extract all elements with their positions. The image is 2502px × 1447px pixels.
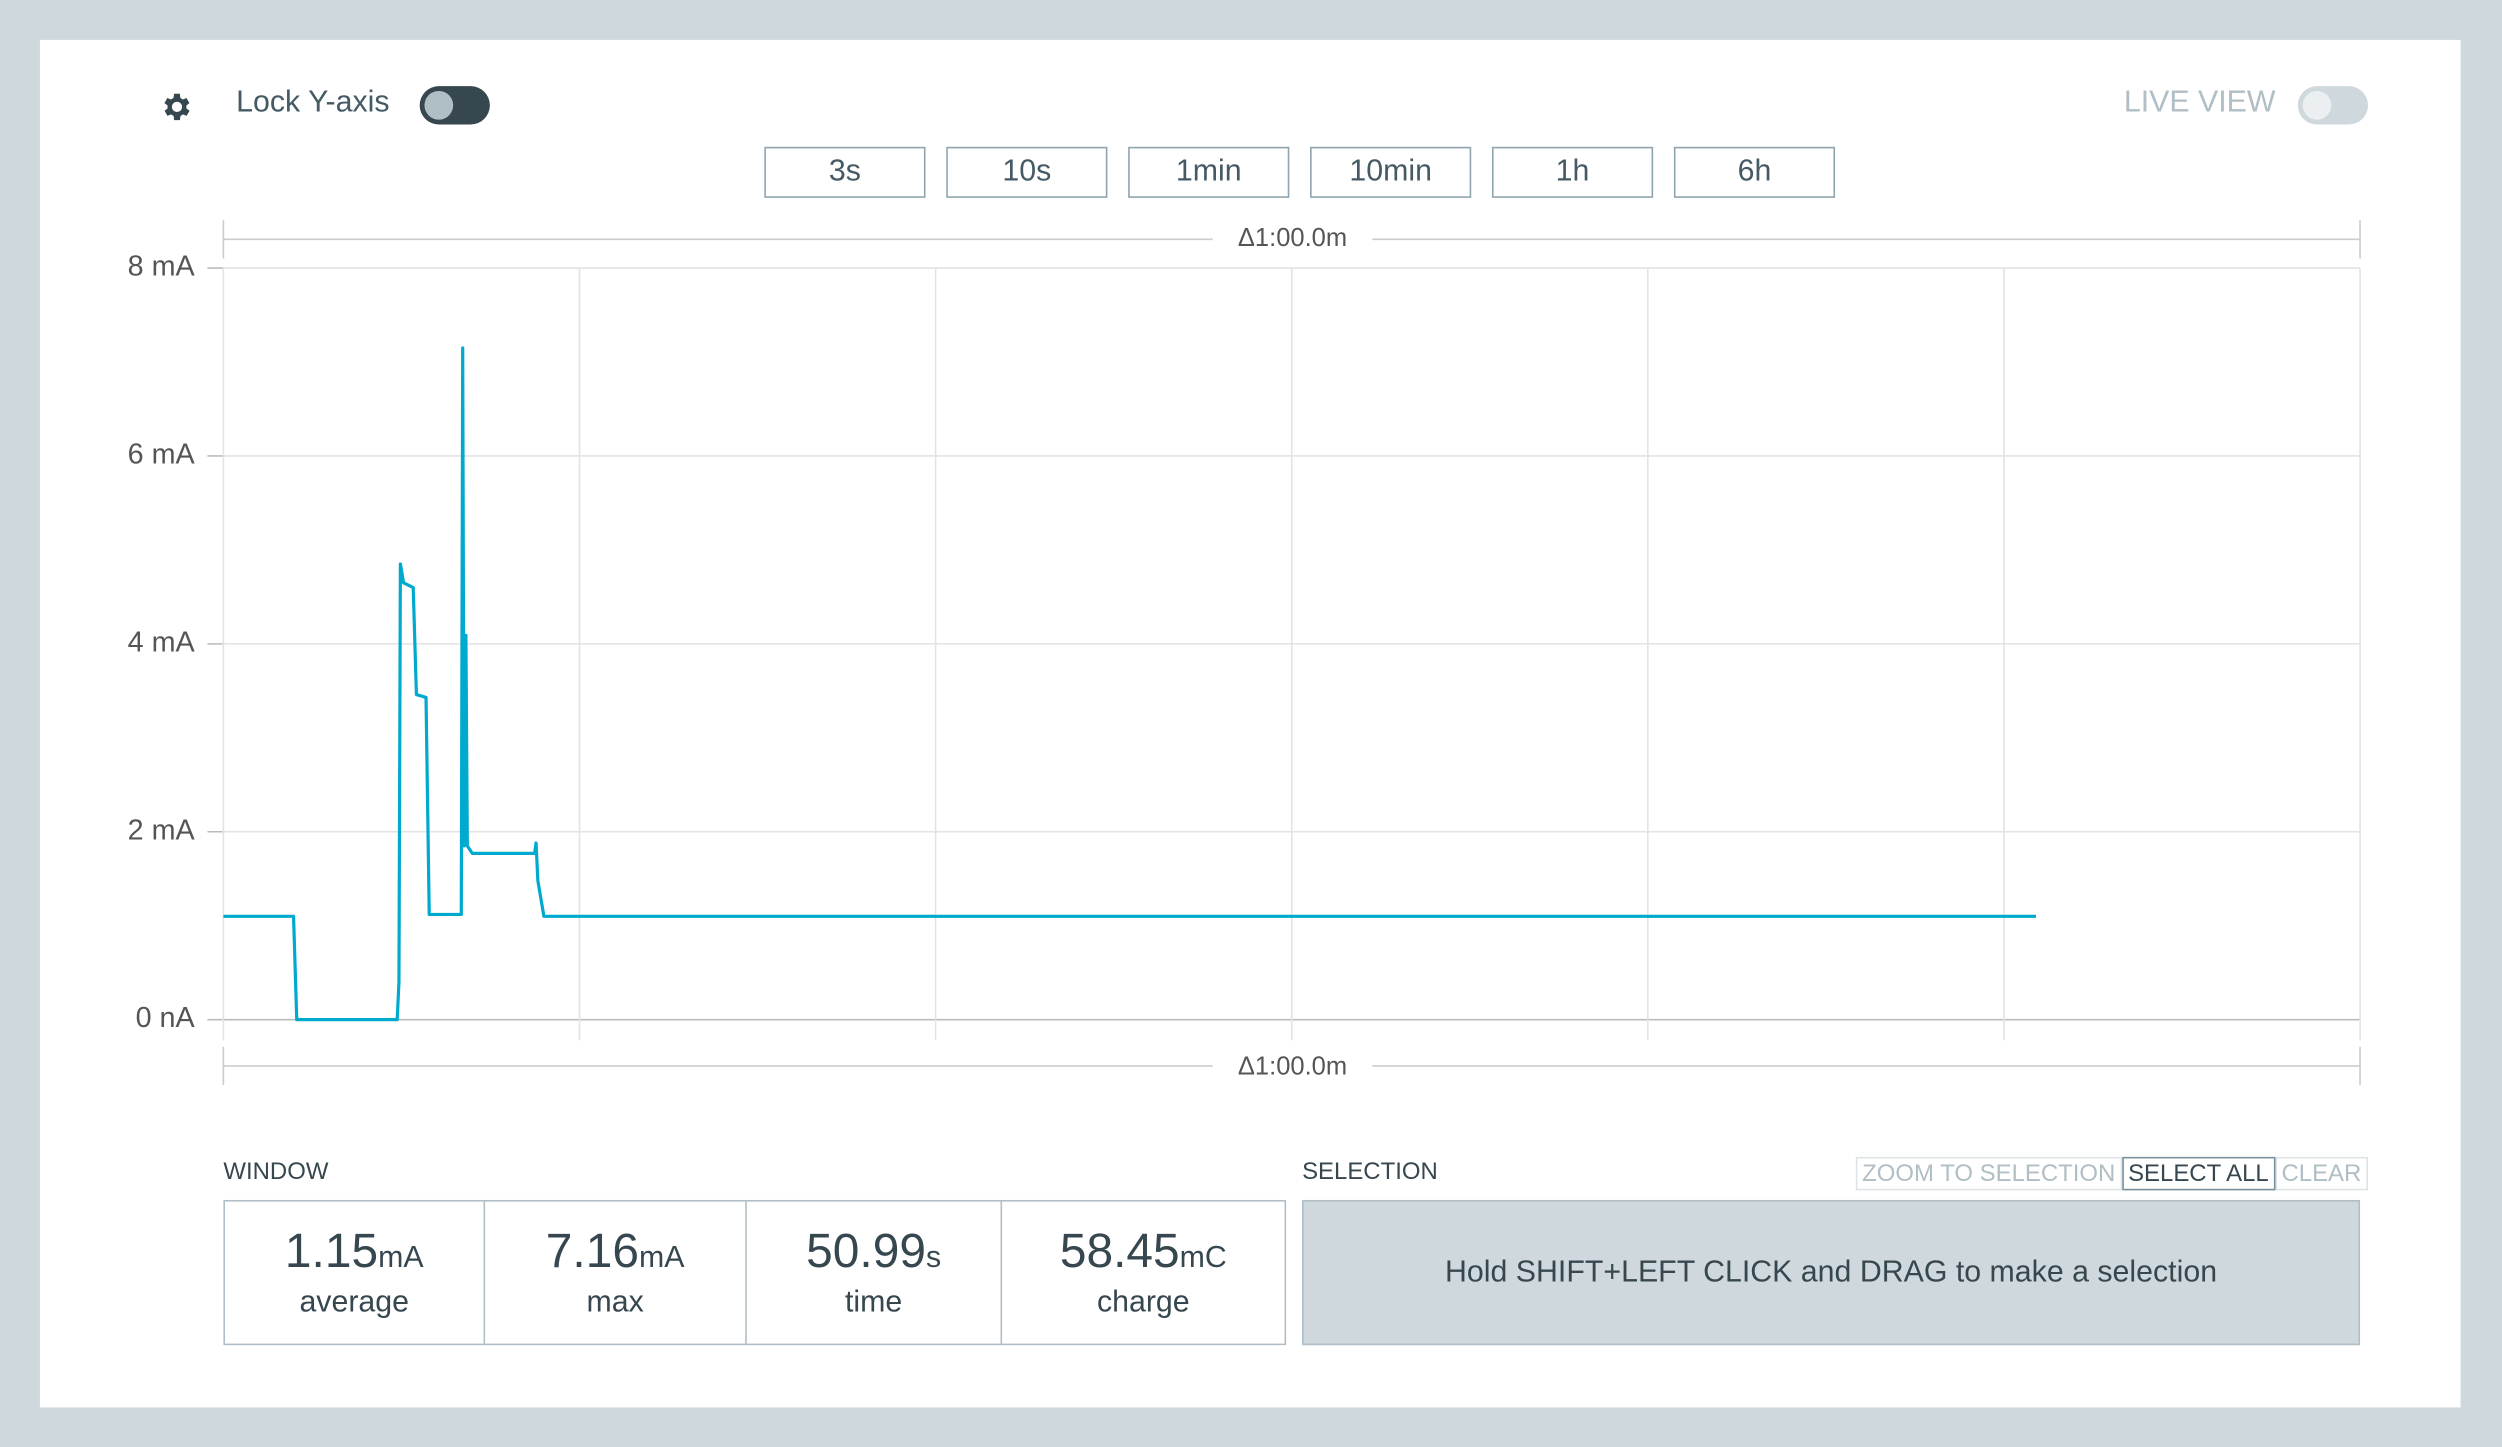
time-button[interactable]: 10min [1310, 146, 1472, 198]
time-button[interactable]: 3s [764, 146, 926, 198]
stat-unit: mA [378, 1241, 424, 1275]
stat-label: average [299, 1286, 410, 1320]
stat-value: 1.15 [284, 1225, 379, 1279]
stats: 1.15mA average 7.16mA max 50.99s time 58.45mC c… [223, 1199, 1287, 1346]
time-buttons: 3s 10s 1min 10min 1h 6h [764, 146, 1836, 198]
stat-value: 7.16 [545, 1225, 639, 1279]
lock-toggle[interactable] [419, 86, 490, 125]
lock-label: Lock Y-axis [236, 86, 390, 120]
stat-value-row: 7.16mA [485, 1225, 745, 1279]
y-tick-label: 8 mA [128, 251, 196, 283]
stat-value-row: 58.45mC [1002, 1225, 1284, 1279]
live-toggle[interactable] [2297, 86, 2369, 125]
selection-button[interactable]: ZOOM TO SELECTION [1855, 1156, 2122, 1191]
stat-unit: mA [638, 1241, 685, 1275]
stat-value: 50.99 [806, 1225, 926, 1279]
window-title: WINDOW [223, 1158, 329, 1186]
y-tick-label: 6 mA [128, 439, 196, 471]
stat-cell: 1.15mA average [225, 1201, 486, 1344]
stat-cell: 7.16mA max [485, 1201, 747, 1344]
data-line [223, 346, 2036, 1022]
span-label: Δ1:00.0m [1238, 224, 1347, 252]
selection-title: SELECTION [1302, 1158, 1438, 1186]
time-button[interactable]: 10s [946, 146, 1108, 198]
time-button[interactable]: 1min [1128, 146, 1290, 198]
y-tick-label: 4 mA [128, 626, 196, 658]
stat-cell: 50.99s time [747, 1201, 1003, 1344]
time-button[interactable]: 6h [1673, 146, 1836, 198]
stat-value-row: 1.15mA [225, 1225, 484, 1279]
stat-value: 58.45 [1059, 1225, 1180, 1279]
span-label: Δ1:00.0m [1238, 1052, 1347, 1080]
stat-unit: s [925, 1241, 942, 1275]
time-button[interactable]: 1h [1491, 146, 1654, 198]
y-tick-label: 0 nA [136, 1002, 196, 1034]
stat-label: time [844, 1286, 903, 1320]
stat-unit: mC [1179, 1241, 1227, 1275]
stat-label: max [586, 1286, 644, 1320]
selection-hint: Hold SHIFT+LEFT CLICK and DRAG to make a… [1302, 1199, 2361, 1346]
selection-button[interactable]: CLEAR [2275, 1156, 2368, 1191]
selection-buttons: ZOOM TO SELECTION SELECT ALL CLEAR [1855, 1156, 2368, 1191]
stat-label: charge [1096, 1286, 1190, 1320]
live-view-label: LIVE VIEW [2123, 86, 2276, 120]
y-tick-label: 2 mA [128, 814, 196, 846]
selection-button[interactable]: SELECT ALL [2121, 1156, 2276, 1191]
stat-value-row: 50.99s [747, 1225, 1001, 1279]
stat-cell: 58.45mC charge [1002, 1202, 1284, 1344]
chart: Δ1:00.0m Δ1:00.0m 0 nA 2 mA 4 mA 6 mA 8 mA [128, 220, 2361, 1086]
settings-icon[interactable] [158, 89, 193, 124]
